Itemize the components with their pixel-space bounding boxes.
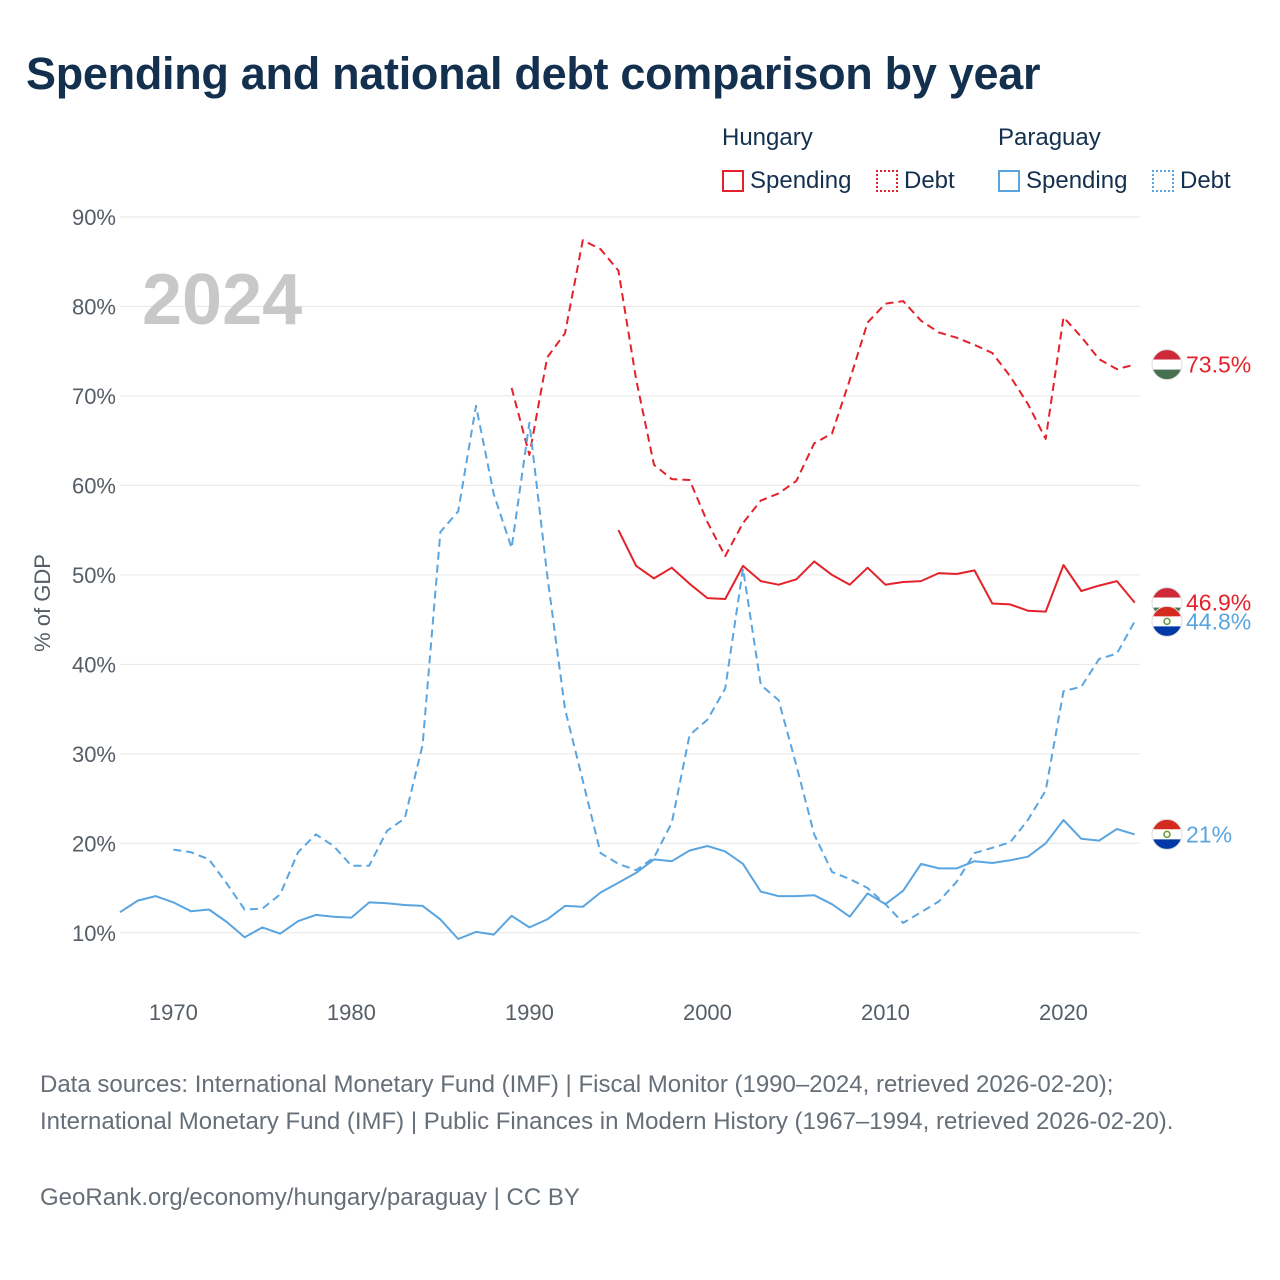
series-lines	[119, 239, 1136, 940]
paraguay-flag-icon	[1152, 606, 1182, 637]
y-tick-label: 30%	[72, 742, 116, 767]
x-tick-label: 2000	[683, 1000, 732, 1025]
legend-paraguay-debt[interactable]: Debt	[1152, 166, 1231, 196]
footer-credit[interactable]: GeoRank.org/economy/hungary/paraguay | C…	[40, 1184, 580, 1211]
y-tick-label: 20%	[72, 831, 116, 856]
hungary-flag-icon	[1152, 349, 1182, 380]
legend-hungary-spending[interactable]: Spending	[722, 166, 851, 196]
y-tick-label: 70%	[72, 384, 116, 409]
series-hungary-debt	[510, 239, 1135, 558]
legend-swatch-dotted-blue	[1152, 170, 1174, 192]
legend-label: Spending	[1026, 167, 1128, 194]
paraguay-flag-icon	[1152, 819, 1182, 850]
gridlines	[120, 216, 1140, 934]
end-marker-paraguay-debt: 44.8%	[1151, 605, 1251, 637]
year-watermark: 2024	[142, 260, 302, 340]
legend-swatch-solid-blue	[998, 170, 1020, 192]
sources-text: Data sources: International Monetary Fun…	[40, 1071, 1174, 1135]
legend-swatch-dotted-red	[876, 170, 898, 192]
legend-group-hungary: Hungary	[722, 124, 813, 151]
footer-sources: Data sources: International Monetary Fun…	[40, 1066, 1240, 1140]
y-axis-label: % of GDP	[30, 554, 55, 652]
legend-group-paraguay: Paraguay	[998, 124, 1101, 151]
series-paraguay-spending	[119, 819, 1135, 940]
legend-label: Spending	[750, 167, 852, 194]
legend-label: Debt	[904, 167, 955, 194]
y-tick-label: 50%	[72, 563, 116, 588]
series-hungary-spending	[617, 529, 1136, 613]
x-tick-label: 2010	[861, 1000, 910, 1025]
line-chart: 2024 10% 20% 30% 40% 50% 60% 70% 80% 90% 1970 198…	[30, 205, 1251, 1025]
x-tick-label: 1970	[149, 1000, 198, 1025]
x-tick-label: 1980	[327, 1000, 376, 1025]
end-value-label: 73.5%	[1186, 352, 1251, 378]
y-tick-label: 10%	[72, 921, 116, 946]
x-tick-label: 2020	[1039, 1000, 1088, 1025]
end-marker-hungary-debt: 73.5%	[1151, 349, 1251, 381]
end-markers: 46.9% 73.5% 21% 44.8%	[1151, 349, 1251, 850]
series-paraguay-debt	[173, 404, 1136, 924]
end-value-label: 46.9%	[1186, 590, 1251, 616]
legend-swatch-solid-red	[722, 170, 744, 192]
end-value-label: 21%	[1186, 821, 1232, 847]
y-axis-ticks: 10% 20% 30% 40% 50% 60% 70% 80% 90%	[72, 205, 116, 946]
x-axis-ticks: 1970 1980 1990 2000 2010 2020	[149, 1000, 1088, 1025]
y-tick-label: 60%	[72, 473, 116, 498]
x-tick-label: 1990	[505, 1000, 554, 1025]
y-tick-label: 40%	[72, 652, 116, 677]
legend-paraguay-spending[interactable]: Spending	[998, 166, 1127, 196]
y-tick-label: 80%	[72, 294, 116, 319]
legend-label: Debt	[1180, 167, 1231, 194]
y-tick-label: 90%	[72, 205, 116, 230]
end-value-label: 44.8%	[1186, 608, 1251, 634]
chart-title: Spending and national debt comparison by…	[26, 48, 1041, 99]
end-marker-paraguay-spending: 21%	[1151, 818, 1232, 850]
legend-hungary-debt[interactable]: Debt	[876, 166, 955, 196]
